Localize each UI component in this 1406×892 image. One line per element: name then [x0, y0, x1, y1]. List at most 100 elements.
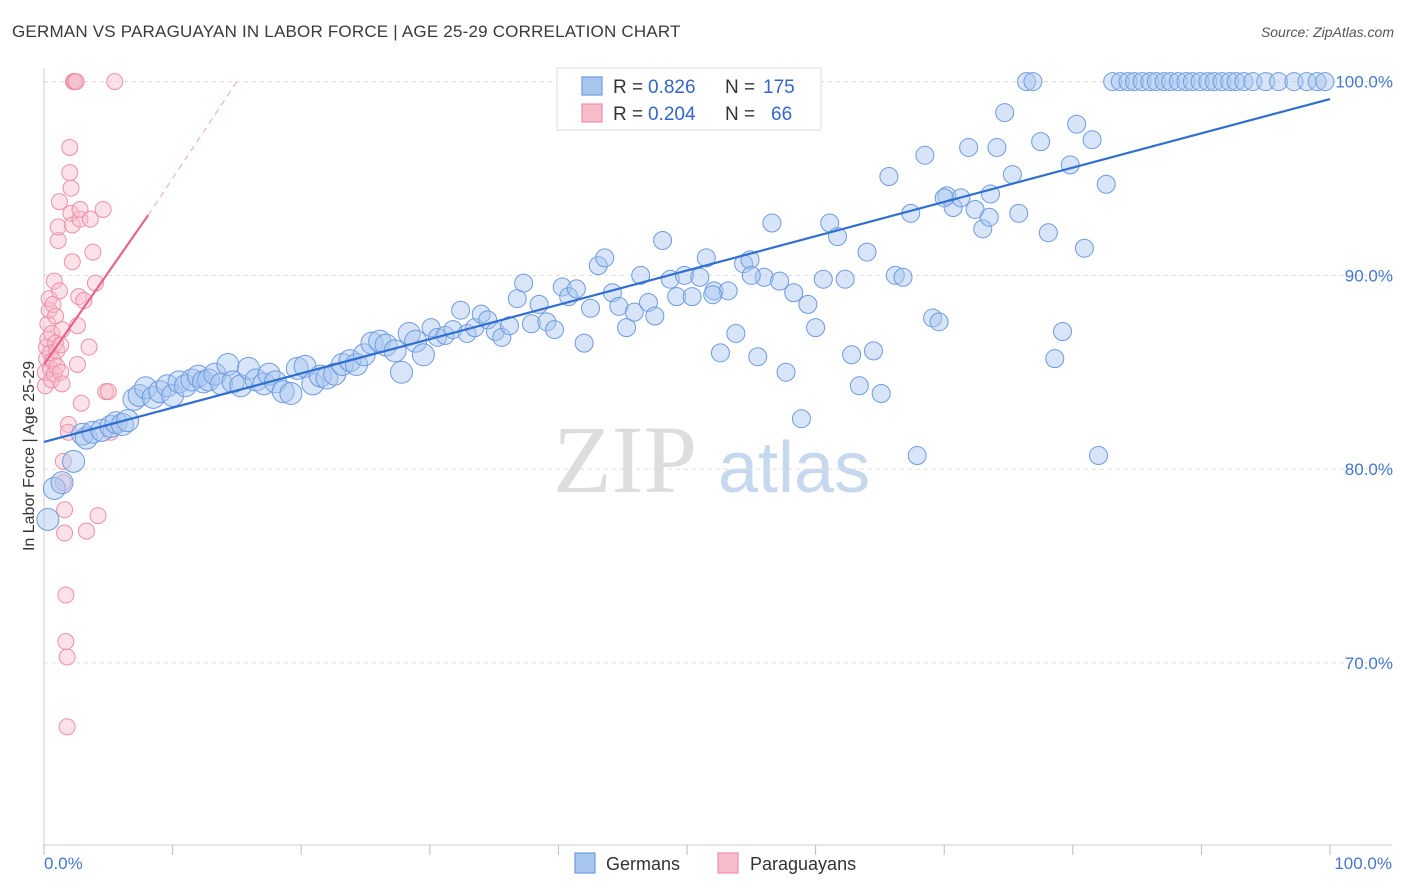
paraguayan-n-value: 66	[771, 104, 792, 125]
paraguayan-point-56	[80, 338, 98, 356]
y-tick-labels: 70.0% 80.0% 90.0% 100.0%	[1335, 73, 1393, 673]
paraguayan-point-17	[47, 307, 65, 325]
german-point-73	[552, 277, 572, 297]
german-point-165	[1220, 72, 1240, 92]
paraguayan-point-0	[36, 377, 54, 395]
german-point-97	[726, 323, 746, 343]
paraguayan-n-label: N =	[725, 104, 755, 125]
german-point-158	[1168, 72, 1188, 92]
german-point-134	[995, 103, 1015, 123]
german-point-78	[588, 256, 608, 276]
german-point-107	[798, 294, 818, 314]
x-tick-label-min: 0.0%	[44, 854, 83, 873]
watermark-zip: ZIP	[553, 406, 697, 513]
watermark-atlas: atlas	[718, 428, 870, 508]
paraguayan-point-32	[57, 586, 75, 604]
paraguayan-point-57	[81, 210, 99, 228]
german-point-103	[770, 271, 790, 291]
stats-legend: R = 0.826 N = 175 R = 0.204 N = 66	[556, 67, 822, 131]
german-point-77	[581, 298, 601, 318]
trend-lines	[43, 81, 1331, 444]
german-point-123	[915, 145, 935, 165]
german-point-114	[849, 376, 869, 396]
paraguayan-point-51	[71, 210, 89, 228]
german-point-144	[1067, 114, 1087, 134]
german-point-120	[893, 267, 913, 287]
german-point-160	[1182, 72, 1202, 92]
paraguayan-point-47	[67, 73, 85, 91]
german-point-59	[451, 300, 471, 320]
legend-paraguayans-swatch[interactable]	[717, 852, 739, 874]
german-point-89	[667, 287, 687, 307]
german-point-135	[1002, 165, 1022, 185]
paraguayan-point-58	[84, 243, 102, 261]
german-point-27	[216, 352, 240, 376]
german-point-87	[653, 230, 673, 250]
german-point-93	[696, 248, 716, 268]
legend-paraguayans-label[interactable]: Paraguayans	[750, 854, 856, 874]
german-point-143	[1060, 155, 1080, 175]
german-point-84	[631, 265, 651, 285]
y-tick-label-90: 90.0%	[1345, 266, 1393, 285]
german-point-116	[863, 341, 883, 361]
german-point-149	[1103, 72, 1123, 92]
series-legend: Germans Paraguayans	[574, 852, 856, 874]
german-r-label: R =	[613, 77, 643, 98]
german-point-76	[574, 333, 594, 353]
paraguayan-point-14	[45, 272, 63, 290]
german-point-157	[1161, 72, 1181, 92]
x-ticks	[43, 845, 1331, 855]
german-point-112	[835, 269, 855, 289]
german-trend-line	[43, 97, 1331, 444]
german-point-136	[1009, 203, 1029, 223]
german-point-19	[167, 370, 191, 394]
german-point-145	[1074, 238, 1094, 258]
paraguayan-swatch	[581, 103, 603, 123]
paraguayan-point-38	[61, 138, 79, 156]
german-point-108	[806, 318, 826, 338]
german-point-53	[404, 329, 428, 353]
paraguayan-point-43	[63, 253, 81, 271]
german-point-86	[645, 306, 665, 326]
paraguayan-point-31	[56, 524, 74, 542]
german-point-65	[492, 327, 512, 347]
german-point-133	[987, 137, 1007, 157]
paraguayan-point-23	[50, 193, 68, 211]
german-point-139	[1031, 132, 1051, 152]
german-point-92	[690, 267, 710, 287]
legend-germans-swatch[interactable]	[574, 852, 596, 874]
german-point-95	[710, 343, 730, 363]
german-point-3	[62, 449, 86, 473]
german-point-164	[1212, 72, 1232, 92]
x-tick-label-max: 100.0%	[1334, 854, 1392, 873]
german-point-21	[180, 368, 204, 392]
german-point-177	[741, 265, 761, 285]
paraguayan-point-55	[77, 522, 95, 540]
paraguayan-point-34	[58, 648, 76, 666]
german-r-value: 0.826	[648, 77, 696, 98]
paraguayan-point-21	[49, 218, 67, 236]
german-point-173	[1307, 72, 1327, 92]
paraguayan-r-value: 0.204	[648, 104, 696, 125]
german-point-151	[1118, 72, 1138, 92]
german-point-148	[1096, 174, 1116, 194]
paraguayan-point-53	[72, 394, 90, 412]
german-point-83	[624, 302, 644, 322]
german-point-54	[411, 343, 435, 367]
legend-germans-label[interactable]: Germans	[606, 854, 680, 874]
german-point-119	[885, 265, 905, 285]
german-n-value: 175	[763, 77, 795, 98]
german-point-115	[857, 242, 877, 262]
paraguayan-point-61	[94, 200, 112, 218]
german-point-140	[1038, 223, 1058, 243]
german-point-91	[682, 287, 702, 307]
german-point-178	[979, 207, 999, 227]
chart-title: GERMAN VS PARAGUAYAN IN LABOR FORCE | AG…	[12, 22, 681, 41]
german-point-150	[1110, 72, 1130, 92]
paraguayan-point-40	[62, 179, 80, 197]
german-point-137	[1017, 72, 1037, 92]
german-point-152	[1125, 72, 1145, 92]
paraguayan-point-26	[53, 375, 71, 393]
paraguayan-point-65	[106, 73, 124, 91]
